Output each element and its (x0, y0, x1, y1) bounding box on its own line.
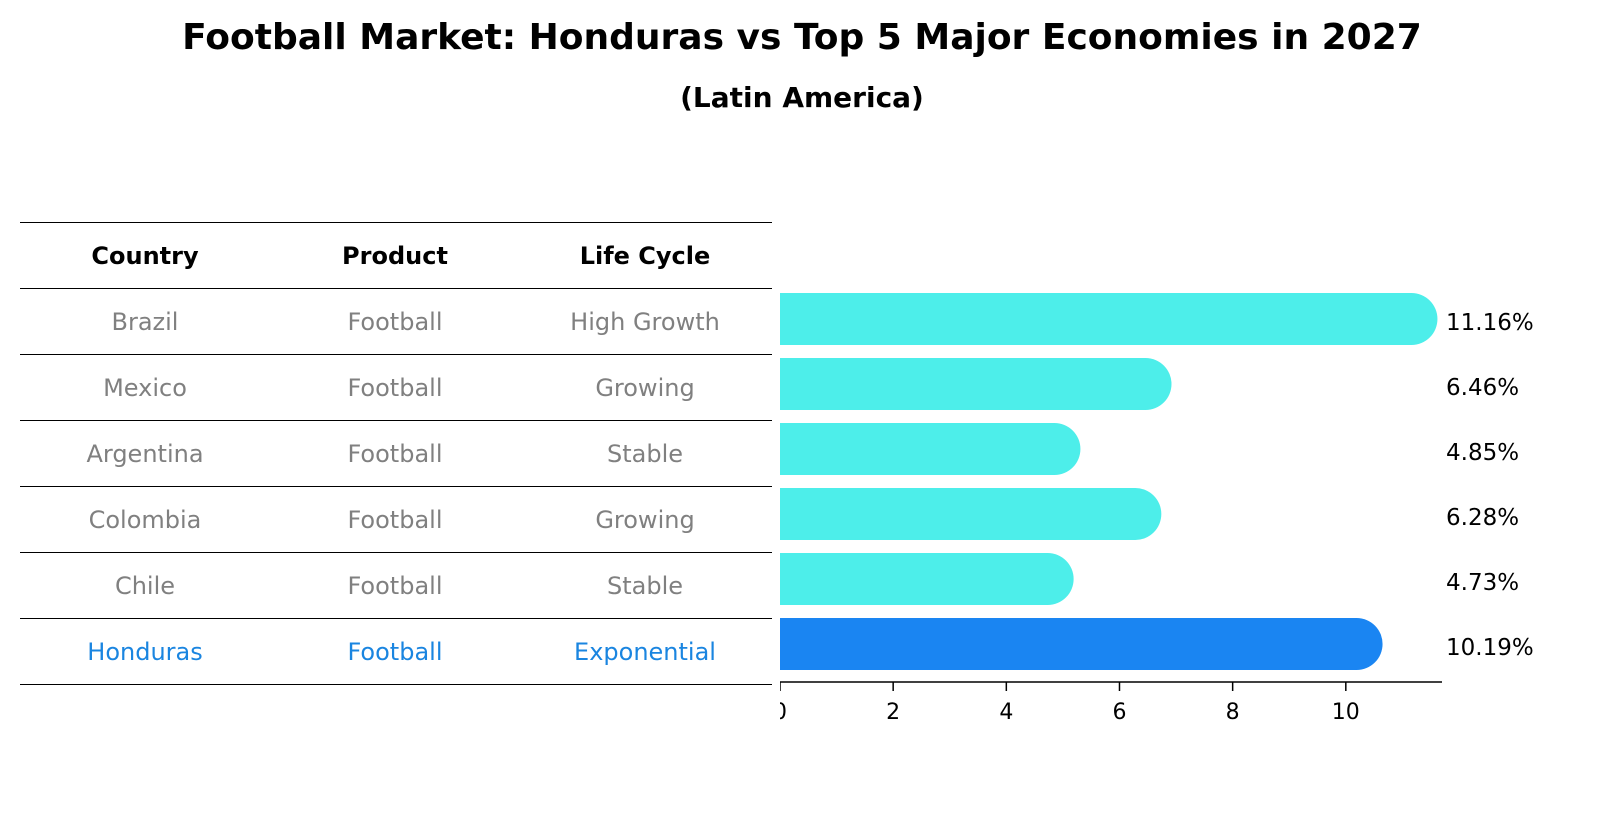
x-tick-label: 8 (1226, 700, 1240, 725)
cell-life-cycle: Growing (595, 373, 695, 402)
cell-product: Football (347, 571, 443, 600)
x-tick-label: 4 (999, 700, 1013, 725)
cell-life-cycle: Stable (606, 439, 684, 468)
value-label: 6.46% (1446, 375, 1519, 401)
x-tick-label: 6 (1112, 700, 1126, 725)
cell-life-cycle: Stable (606, 571, 684, 600)
bar (780, 293, 1438, 345)
value-label: 10.19% (1446, 635, 1534, 661)
bar (780, 488, 1162, 540)
value-label: 4.73% (1446, 570, 1519, 596)
bar (780, 553, 1074, 605)
cell-life-cycle: Exponential (574, 637, 716, 666)
header-product: Product (342, 241, 448, 270)
header-country: Country (91, 241, 199, 270)
bar-highlight (780, 618, 1383, 670)
cell-product: Football (347, 505, 443, 534)
cell-product: Football (347, 439, 443, 468)
chart-subtitle: (Latin America) (680, 81, 924, 114)
value-label: 11.16% (1446, 310, 1534, 336)
cell-country: Argentina (86, 439, 204, 468)
data-table: Country Product Life Cycle Brazil Footba… (20, 222, 772, 685)
cell-product: Football (347, 307, 443, 336)
table-row-highlight: Honduras Football Exponential (20, 619, 772, 685)
cell-country: Chile (114, 571, 176, 600)
table-row: Chile Football Stable (20, 553, 772, 619)
table-row: Mexico Football Growing (20, 355, 772, 421)
header-life-cycle: Life Cycle (579, 241, 711, 270)
cell-life-cycle: Growing (595, 505, 695, 534)
cell-life-cycle: High Growth (570, 307, 720, 336)
cell-country: Colombia (88, 505, 202, 534)
table-header-row: Country Product Life Cycle (20, 223, 772, 289)
cell-country: Honduras (87, 637, 203, 666)
value-label: 4.85% (1446, 440, 1519, 466)
cell-country: Mexico (103, 373, 187, 402)
cell-country: Brazil (111, 307, 179, 336)
bar (780, 423, 1081, 475)
value-label: 6.28% (1446, 505, 1519, 531)
cell-product: Football (347, 373, 443, 402)
x-tick-label: 2 (886, 700, 900, 725)
table-row: Argentina Football Stable (20, 421, 772, 487)
bar-chart: 11.16% 6.46% 4.85% 6.28% 4.73% 10.19% 0 2 4 6 8 10 (780, 293, 1534, 725)
cell-product: Football (347, 637, 443, 666)
chart-title: Football Market: Honduras vs Top 5 Major… (182, 17, 1422, 58)
bar (780, 358, 1172, 410)
x-tick-label: 10 (1332, 700, 1360, 725)
table-row: Colombia Football Growing (20, 487, 772, 553)
x-tick-label: 0 (780, 700, 787, 725)
table-row: Brazil Football High Growth (20, 289, 772, 355)
